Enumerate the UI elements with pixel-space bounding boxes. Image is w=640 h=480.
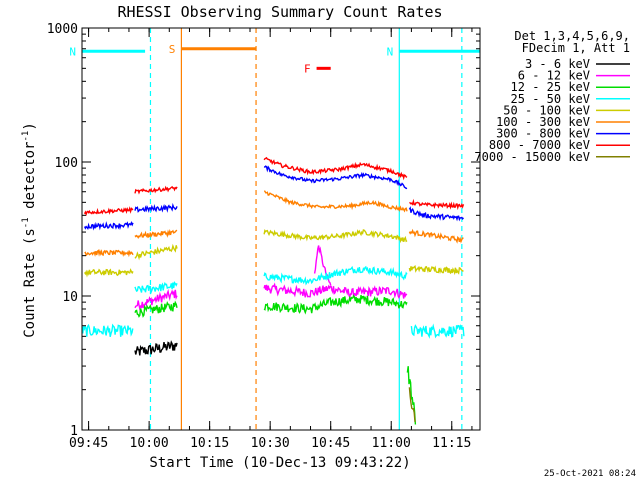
data-series [82, 156, 465, 425]
x-tick-label: 10:00 [130, 436, 169, 451]
series-line [263, 229, 408, 244]
y-label-part-1: Count Rate (s [22, 228, 38, 338]
x-tick-label: 10:15 [190, 436, 229, 451]
series-line [134, 288, 178, 312]
plot-area: N N S F 1 10 100 1000 09:45 10:00 10:15 10:30 10:4… [47, 22, 481, 451]
flag-label: N [69, 45, 76, 58]
y-tick-label: 1000 [47, 22, 78, 37]
y-axis: 1 10 100 1000 [47, 22, 480, 439]
series-line [406, 366, 417, 425]
series-line [263, 282, 408, 300]
series-line [84, 248, 134, 258]
series-line [134, 300, 178, 318]
chart-title: RHESSI Observing Summary Count Rates [117, 3, 442, 21]
x-tick-label: 10:30 [251, 436, 290, 451]
series-line [408, 206, 465, 222]
x-tick-label: 11:00 [372, 436, 411, 451]
plot-frame [81, 27, 481, 431]
legend-label: 3 - 6 keV [525, 57, 590, 71]
flag-label: S [169, 43, 176, 56]
y-axis-label: Count Rate (s-1 detector-1) [21, 122, 38, 338]
y-tick-label: 1 [70, 424, 78, 439]
series-line [263, 165, 408, 190]
series-line [134, 243, 178, 261]
series-line [408, 228, 464, 244]
legend-label: 12 - 25 keV [511, 80, 590, 94]
x-tick-label: 09:45 [69, 436, 108, 451]
series-line [408, 264, 464, 276]
series-line [134, 228, 178, 240]
series-line [134, 281, 178, 295]
flag-label: N [387, 45, 394, 58]
series-line [83, 206, 134, 217]
y-label-sup-1: -1 [21, 217, 31, 228]
legend-label: 25 - 50 keV [511, 92, 590, 106]
series-line [263, 294, 408, 315]
event-markers [149, 28, 463, 430]
flag-label: F [304, 62, 311, 75]
legend-label: 800 - 7000 keV [489, 138, 590, 152]
x-tick-label: 10:45 [311, 436, 350, 451]
legend-header-line-2: FDecim 1, Att 1 [522, 41, 630, 55]
series-line [134, 340, 178, 356]
series-line [408, 387, 416, 423]
footer-timestamp: 25-Oct-2021 08:24 [544, 469, 636, 479]
series-line [409, 198, 465, 211]
x-axis-label: Start Time (10-Dec-13 09:43:22) [149, 455, 410, 471]
legend-label: 300 - 800 keV [496, 127, 590, 141]
flag-bars: N N S F [69, 43, 480, 75]
series-line [263, 156, 408, 181]
legend-header-line-1: Det 1,3,4,5,6,9, [514, 29, 630, 43]
legend-label: 50 - 100 keV [503, 103, 590, 117]
y-label-part-3: ) [22, 122, 38, 130]
series-line [84, 268, 134, 278]
legend: Det 1,3,4,5,6,9, FDecim 1, Att 1 3 - 6 k… [474, 29, 630, 164]
series-line [83, 221, 134, 231]
series-line [263, 190, 408, 213]
y-label-sup-2: -1 [21, 131, 31, 142]
y-tick-label: 100 [55, 156, 78, 171]
legend-label: 6 - 12 keV [518, 69, 590, 83]
x-axis: 09:45 10:00 10:15 10:30 10:45 11:00 11:15 [69, 28, 473, 451]
series-line [410, 323, 465, 339]
y-tick-label: 10 [62, 290, 78, 305]
x-tick-label: 11:15 [432, 436, 471, 451]
y-label-part-2: detector [22, 142, 38, 218]
series-line [134, 185, 178, 195]
series-line [82, 323, 134, 337]
series-line [263, 265, 408, 286]
series-line [134, 202, 178, 213]
legend-label: 100 - 300 keV [496, 115, 590, 129]
legend-label: 7000 - 15000 keV [474, 150, 590, 164]
